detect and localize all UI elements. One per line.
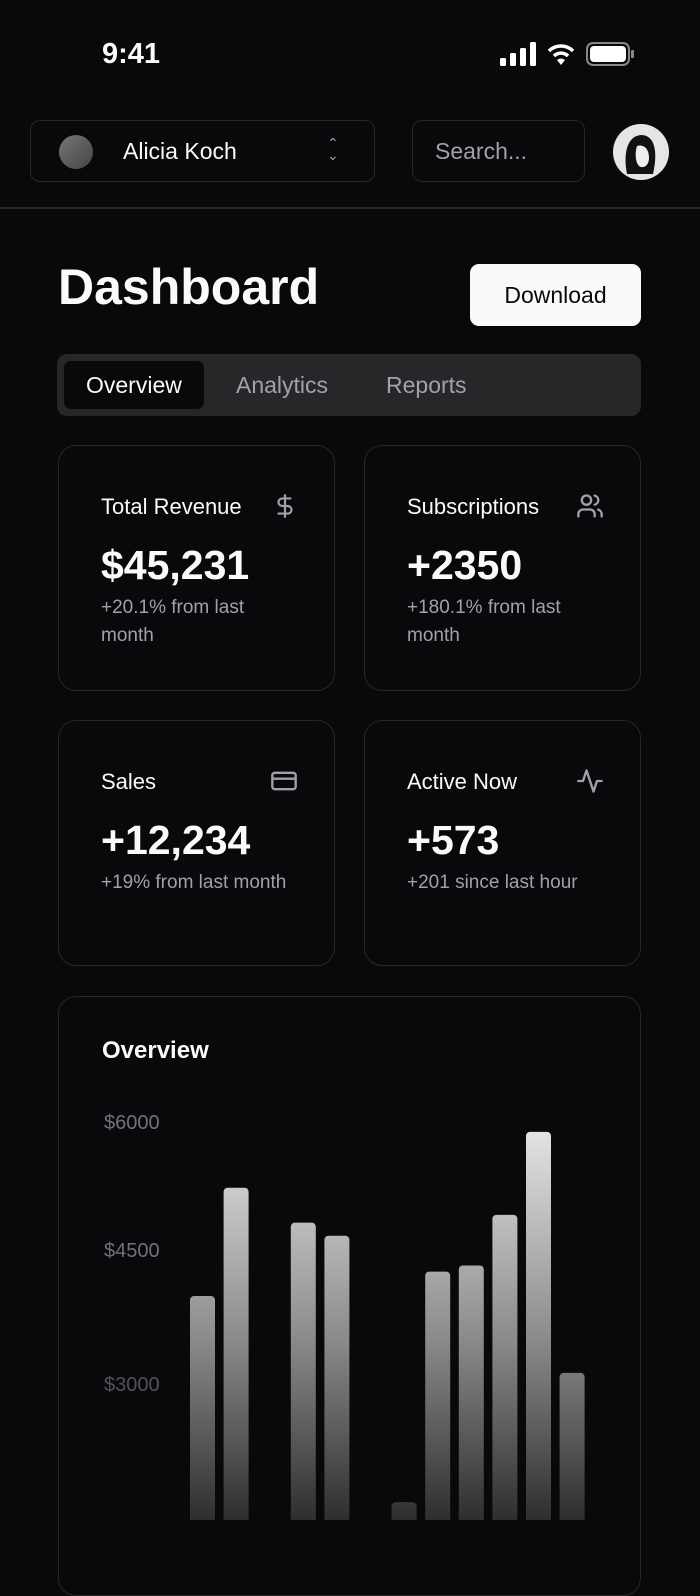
card-label: Active Now (407, 769, 518, 794)
download-button[interactable]: Download (470, 264, 641, 326)
card-total-revenue: Total Revenue $45,231 +20.1% from last m… (58, 445, 335, 691)
y-tick-label: $6000 (104, 1112, 160, 1134)
bar (458, 1265, 484, 1520)
bar (559, 1372, 585, 1520)
bar (391, 1502, 417, 1520)
tab-list: Overview Analytics Reports (57, 354, 641, 416)
search-input[interactable] (412, 120, 585, 182)
battery-icon (586, 42, 634, 66)
card-value: +12,234 (101, 817, 251, 863)
activity-icon (577, 769, 603, 793)
bar (526, 1131, 551, 1520)
signal-icon (500, 42, 536, 66)
tab-reports[interactable]: Reports (386, 372, 467, 398)
card-value: $45,231 (101, 542, 250, 588)
card-value: +573 (407, 817, 500, 863)
bar (290, 1222, 316, 1520)
chevrons-up-down-icon: ⌃ ⌄ (327, 135, 339, 163)
card-subscriptions: Subscriptions +2350 +180.1% from last mo… (364, 445, 641, 691)
card-label: Subscriptions (407, 494, 540, 519)
card-subtext: +201 since last hour (407, 872, 578, 893)
credit-card-icon (271, 771, 297, 791)
users-icon (577, 494, 603, 518)
user-avatar[interactable] (613, 124, 669, 180)
chart-title: Overview (102, 1037, 209, 1064)
tab-overview[interactable]: Overview (64, 361, 204, 409)
card-subtext: +19% from last month (101, 872, 287, 893)
card-subtext: +20.1% from last month (101, 597, 245, 646)
bar (425, 1271, 451, 1520)
team-name: Alicia Koch (123, 138, 237, 164)
card-label: Sales (101, 769, 157, 794)
status-icons (500, 42, 634, 66)
bar (324, 1235, 350, 1520)
status-time: 9:41 (102, 38, 161, 70)
wifi-icon (547, 44, 575, 65)
card-label: Total Revenue (101, 494, 242, 519)
bar (223, 1187, 249, 1520)
card-value: +2350 (407, 542, 523, 588)
bar (190, 1296, 215, 1520)
bar-chart (190, 1131, 585, 1520)
dollar-icon (277, 494, 293, 518)
header-divider (0, 207, 700, 209)
team-switcher[interactable]: Alicia Koch ⌃ ⌄ (30, 120, 375, 182)
bar (492, 1214, 518, 1520)
page-title: Dashboard (58, 259, 320, 315)
tab-analytics[interactable]: Analytics (236, 372, 329, 398)
y-tick-label: $3000 (104, 1374, 160, 1396)
team-avatar (59, 135, 93, 169)
card-sales: Sales +12,234 +19% from last month (58, 720, 335, 966)
card-active-now: Active Now +573 +201 since last hour (364, 720, 641, 966)
y-tick-label: $4500 (104, 1240, 160, 1262)
card-subtext: +180.1% from last month (407, 597, 561, 646)
